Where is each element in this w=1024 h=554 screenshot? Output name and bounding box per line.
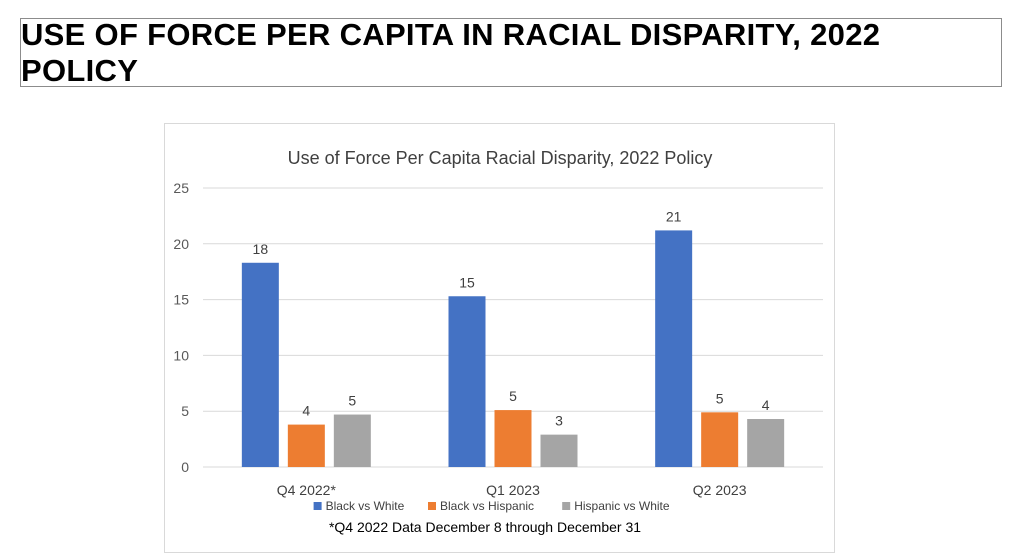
x-tick-label: Q1 2023 [486,482,540,498]
data-label: 15 [459,274,475,290]
x-tick-label: Q4 2022* [277,482,337,498]
y-tick-label: 5 [181,403,189,419]
bar [655,230,693,467]
bar [494,410,532,467]
chart-frame: Use of Force Per Capita Racial Disparity… [164,123,835,553]
bar [747,419,785,467]
legend: Black vs White Black vs Hispanic Hispanic … [313,499,670,513]
data-label: 5 [509,388,517,404]
data-label: 21 [666,208,682,224]
data-label: 5 [716,390,724,406]
bar [448,296,486,467]
data-label: 3 [555,413,563,429]
data-label: 4 [762,397,770,413]
legend-label: Hispanic vs White [574,499,670,513]
data-labels: 18 4 5 15 5 3 21 5 4 [253,208,770,428]
bars [241,230,785,467]
data-label: 18 [253,241,269,257]
y-tick-label: 15 [173,292,189,308]
chart-footnote: *Q4 2022 Data December 8 through Decembe… [329,519,641,535]
bar [241,262,279,467]
page-title: USE OF FORCE PER CAPITA IN RACIAL DISPAR… [21,16,881,88]
data-label: 5 [348,393,356,409]
chart-title: Use of Force Per Capita Racial Disparity… [288,148,713,168]
bar [540,434,578,467]
y-tick-label: 0 [181,459,189,475]
y-tick-label: 10 [173,347,189,363]
x-tick-label: Q2 2023 [693,482,747,498]
bar-chart: Use of Force Per Capita Racial Disparity… [173,148,823,535]
legend-swatch [313,502,322,510]
legend-label: Black vs Hispanic [440,499,534,513]
legend-label: Black vs White [326,499,405,513]
bar [287,424,325,467]
y-tick-label: 25 [173,180,189,196]
legend-swatch [428,502,436,510]
page-title-box: USE OF FORCE PER CAPITA IN RACIAL DISPAR… [20,16,1002,88]
axis-labels: 0 5 10 15 20 25 Q4 2022* Q1 2023 Q2 2023 [173,180,746,498]
data-label: 4 [302,403,310,419]
bar [701,412,739,467]
bar [333,414,371,467]
y-tick-label: 20 [173,236,189,252]
legend-swatch [562,502,571,510]
